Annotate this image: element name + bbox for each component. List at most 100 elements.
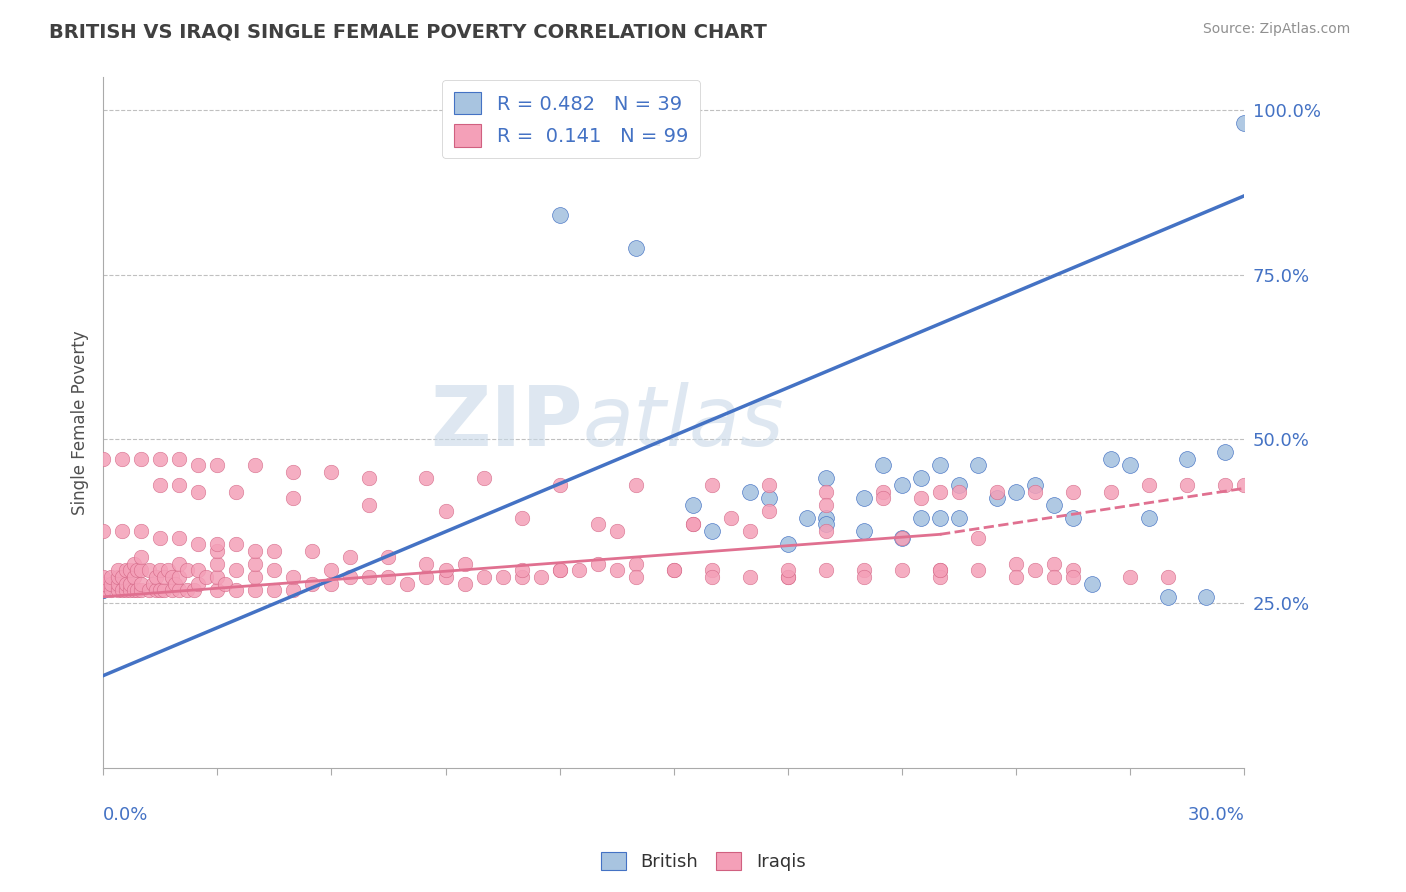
Point bbox=[167, 478, 190, 492]
Point bbox=[910, 471, 932, 485]
Point bbox=[301, 576, 323, 591]
Point bbox=[872, 491, 894, 505]
Point bbox=[91, 583, 114, 598]
Point bbox=[606, 524, 628, 538]
Point bbox=[929, 511, 952, 525]
Point bbox=[111, 570, 134, 584]
Point bbox=[814, 524, 837, 538]
Point bbox=[129, 550, 152, 565]
Point bbox=[377, 550, 399, 565]
Point bbox=[129, 451, 152, 466]
Point bbox=[814, 511, 837, 525]
Point bbox=[339, 570, 361, 584]
Point bbox=[700, 524, 723, 538]
Point bbox=[852, 570, 875, 584]
Point bbox=[194, 570, 217, 584]
Point bbox=[1137, 511, 1160, 525]
Point bbox=[283, 583, 305, 598]
Point bbox=[929, 570, 952, 584]
Point bbox=[115, 576, 138, 591]
Text: 30.0%: 30.0% bbox=[1188, 805, 1244, 823]
Point bbox=[91, 524, 114, 538]
Point bbox=[127, 583, 149, 598]
Point bbox=[891, 531, 914, 545]
Point bbox=[129, 564, 152, 578]
Point bbox=[167, 570, 190, 584]
Point bbox=[160, 570, 183, 584]
Point bbox=[359, 570, 381, 584]
Point bbox=[115, 564, 138, 578]
Point bbox=[1005, 570, 1028, 584]
Point bbox=[149, 583, 172, 598]
Point bbox=[529, 570, 551, 584]
Point bbox=[1099, 451, 1122, 466]
Point bbox=[510, 564, 533, 578]
Point bbox=[472, 471, 495, 485]
Point bbox=[682, 498, 704, 512]
Point bbox=[283, 465, 305, 479]
Point bbox=[948, 478, 970, 492]
Point bbox=[187, 458, 209, 473]
Point bbox=[118, 564, 141, 578]
Point bbox=[453, 557, 475, 571]
Point bbox=[776, 570, 799, 584]
Point bbox=[225, 537, 247, 551]
Point bbox=[1157, 570, 1180, 584]
Point bbox=[138, 564, 160, 578]
Point bbox=[91, 583, 114, 598]
Point bbox=[1215, 478, 1237, 492]
Point bbox=[111, 583, 134, 598]
Point bbox=[359, 498, 381, 512]
Point bbox=[91, 583, 114, 598]
Point bbox=[1215, 445, 1237, 459]
Point bbox=[225, 484, 247, 499]
Point bbox=[359, 471, 381, 485]
Point bbox=[153, 570, 176, 584]
Point bbox=[548, 564, 571, 578]
Point bbox=[548, 564, 571, 578]
Point bbox=[624, 241, 647, 255]
Point bbox=[214, 576, 236, 591]
Point bbox=[758, 504, 780, 518]
Text: 0.0%: 0.0% bbox=[103, 805, 149, 823]
Point bbox=[165, 576, 187, 591]
Point bbox=[1062, 511, 1084, 525]
Point bbox=[929, 484, 952, 499]
Point bbox=[1081, 576, 1104, 591]
Point bbox=[100, 570, 122, 584]
Point bbox=[225, 583, 247, 598]
Point bbox=[738, 524, 761, 538]
Point bbox=[929, 458, 952, 473]
Point bbox=[1233, 116, 1256, 130]
Point bbox=[207, 537, 229, 551]
Point bbox=[149, 531, 172, 545]
Point bbox=[1062, 484, 1084, 499]
Point bbox=[1024, 478, 1046, 492]
Point bbox=[700, 564, 723, 578]
Point bbox=[100, 576, 122, 591]
Point bbox=[245, 557, 267, 571]
Point bbox=[129, 576, 152, 591]
Point bbox=[207, 557, 229, 571]
Point bbox=[1137, 478, 1160, 492]
Point bbox=[149, 564, 172, 578]
Point bbox=[491, 570, 513, 584]
Point bbox=[682, 517, 704, 532]
Point bbox=[1175, 451, 1198, 466]
Point bbox=[263, 543, 285, 558]
Point bbox=[122, 557, 145, 571]
Point bbox=[377, 570, 399, 584]
Point bbox=[1005, 557, 1028, 571]
Point bbox=[118, 576, 141, 591]
Point bbox=[548, 478, 571, 492]
Point bbox=[207, 543, 229, 558]
Point bbox=[167, 451, 190, 466]
Point bbox=[758, 491, 780, 505]
Point bbox=[91, 570, 114, 584]
Point bbox=[910, 511, 932, 525]
Point bbox=[91, 583, 114, 598]
Point bbox=[127, 564, 149, 578]
Point bbox=[321, 564, 343, 578]
Point bbox=[1024, 484, 1046, 499]
Point bbox=[183, 583, 205, 598]
